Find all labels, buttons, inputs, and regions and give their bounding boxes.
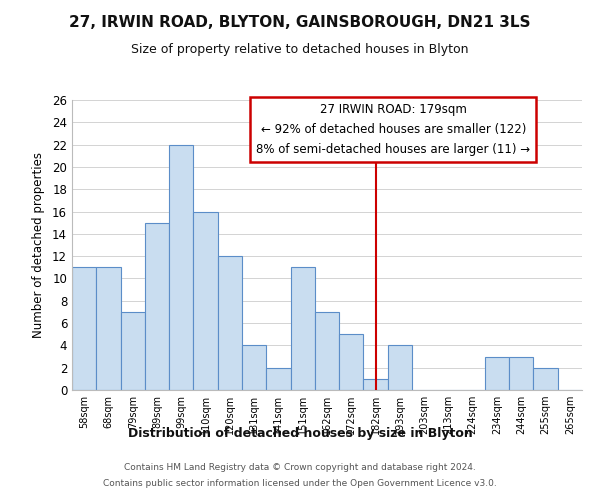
Bar xyxy=(121,312,145,390)
Y-axis label: Number of detached properties: Number of detached properties xyxy=(32,152,45,338)
Bar xyxy=(485,356,509,390)
Bar xyxy=(242,346,266,390)
Text: Distribution of detached houses by size in Blyton: Distribution of detached houses by size … xyxy=(128,428,472,440)
Bar xyxy=(364,379,388,390)
Text: 27 IRWIN ROAD: 179sqm
← 92% of detached houses are smaller (122)
8% of semi-deta: 27 IRWIN ROAD: 179sqm ← 92% of detached … xyxy=(256,103,530,156)
Bar xyxy=(193,212,218,390)
Bar xyxy=(218,256,242,390)
Bar xyxy=(315,312,339,390)
Bar xyxy=(145,222,169,390)
Text: Size of property relative to detached houses in Blyton: Size of property relative to detached ho… xyxy=(131,42,469,56)
Bar xyxy=(388,346,412,390)
Bar xyxy=(509,356,533,390)
Bar xyxy=(72,268,96,390)
Bar xyxy=(290,268,315,390)
Bar xyxy=(266,368,290,390)
Bar xyxy=(96,268,121,390)
Text: Contains public sector information licensed under the Open Government Licence v3: Contains public sector information licen… xyxy=(103,478,497,488)
Text: 27, IRWIN ROAD, BLYTON, GAINSBOROUGH, DN21 3LS: 27, IRWIN ROAD, BLYTON, GAINSBOROUGH, DN… xyxy=(69,15,531,30)
Bar xyxy=(169,144,193,390)
Bar xyxy=(339,334,364,390)
Bar xyxy=(533,368,558,390)
Text: Contains HM Land Registry data © Crown copyright and database right 2024.: Contains HM Land Registry data © Crown c… xyxy=(124,464,476,472)
